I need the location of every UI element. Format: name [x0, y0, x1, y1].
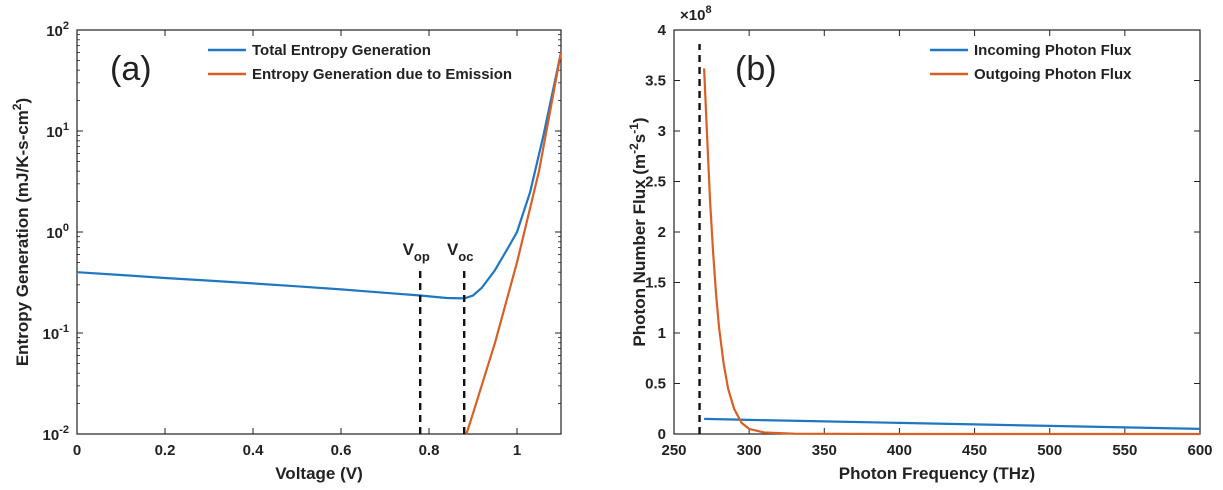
series-line-b-1 [703, 68, 1200, 436]
y-tick-label-b: 1 [658, 325, 666, 342]
panel-label-b: (b) [735, 50, 777, 88]
legend-b: Incoming Photon Flux Outgoing Photon Flux [930, 42, 1132, 83]
a-annotations: Vop Voc [403, 240, 474, 434]
series-line-b-0 [704, 417, 1201, 430]
y-tick-label-b: 3.5 [645, 73, 666, 90]
a-lines [76, 52, 563, 435]
x-tick-label-b: 300 [737, 442, 762, 459]
panel-label-a: (a) [110, 50, 152, 88]
x-tick-label-b: 500 [1037, 442, 1062, 459]
legend-label-a: Entropy Generation due to Emission [252, 66, 512, 83]
voltage-marker-label: Vop [403, 240, 430, 264]
y-tick-label-a: 100 [46, 222, 69, 242]
x-tick-label-a: 1 [513, 442, 521, 459]
y-tick-label-b: 0 [658, 426, 666, 443]
legend-label-b: Outgoing Photon Flux [974, 66, 1132, 83]
a-ticks: 0 0.2 0.4 0.6 0.8 1 10-2 10-1 100 101 102 [43, 20, 561, 459]
x-axis-label-b: Photon Frequency (THz) [839, 464, 1035, 483]
x-tick-label-b: 450 [962, 442, 987, 459]
b-lines [698, 44, 1201, 436]
y-axis-label-b: Photon Number Flux (m-2s-1) [627, 117, 649, 346]
y-multiplier-b: ×108 [680, 4, 712, 24]
voltage-marker-label: Voc [447, 240, 474, 264]
x-tick-label-b: 600 [1187, 442, 1212, 459]
b-ticks: 250 300 350 400 450 500 550 600 0 0.5 1 1.5 2 2.5 3 3.5… [645, 22, 1212, 459]
series-line-a-0 [76, 52, 563, 300]
x-tick-label-a: 0 [73, 442, 81, 459]
x-axis-label-a: Voltage (V) [275, 464, 363, 483]
panel-a: 0 0.2 0.4 0.6 0.8 1 10-2 10-1 100 101 102 Vop Voc (… [10, 20, 563, 483]
y-tick-label-b: 1.5 [645, 275, 666, 292]
x-tick-label-a: 0.4 [243, 442, 265, 459]
series-line-a-1 [465, 52, 563, 435]
y-tick-label-b: 3 [658, 123, 666, 140]
y-tick-label-a: 101 [46, 121, 69, 141]
x-tick-label-a: 0.6 [331, 442, 352, 459]
x-tick-label-a: 0.2 [155, 442, 176, 459]
y-tick-label-b: 2.5 [645, 174, 666, 191]
y-tick-label-b: 2 [658, 224, 666, 241]
x-tick-label-a: 0.8 [419, 442, 440, 459]
plot-area-a [76, 29, 562, 435]
x-tick-label-b: 400 [887, 442, 912, 459]
y-axis-label-a: Entropy Generation (mJ/K-s-cm2) [10, 98, 32, 366]
panel-b: 250 300 350 400 450 500 550 600 0 0.5 1 1.5 2 2.5 3 3.5… [627, 4, 1213, 483]
x-tick-label-b: 350 [812, 442, 837, 459]
y-tick-label-a: 10-1 [43, 323, 69, 343]
legend-label-b: Incoming Photon Flux [974, 42, 1132, 59]
y-tick-label-a: 10-2 [43, 424, 69, 444]
y-tick-label-b: 4 [658, 22, 667, 39]
y-tick-label-b: 0.5 [645, 376, 666, 393]
plot-area-b [673, 29, 1201, 435]
legend-label-a: Total Entropy Generation [252, 42, 431, 59]
legend-a: Total Entropy Generation Entropy Generati… [208, 42, 512, 83]
x-tick-label-b: 550 [1112, 442, 1137, 459]
x-tick-label-b: 250 [661, 442, 686, 459]
y-tick-label-a: 102 [46, 20, 69, 40]
